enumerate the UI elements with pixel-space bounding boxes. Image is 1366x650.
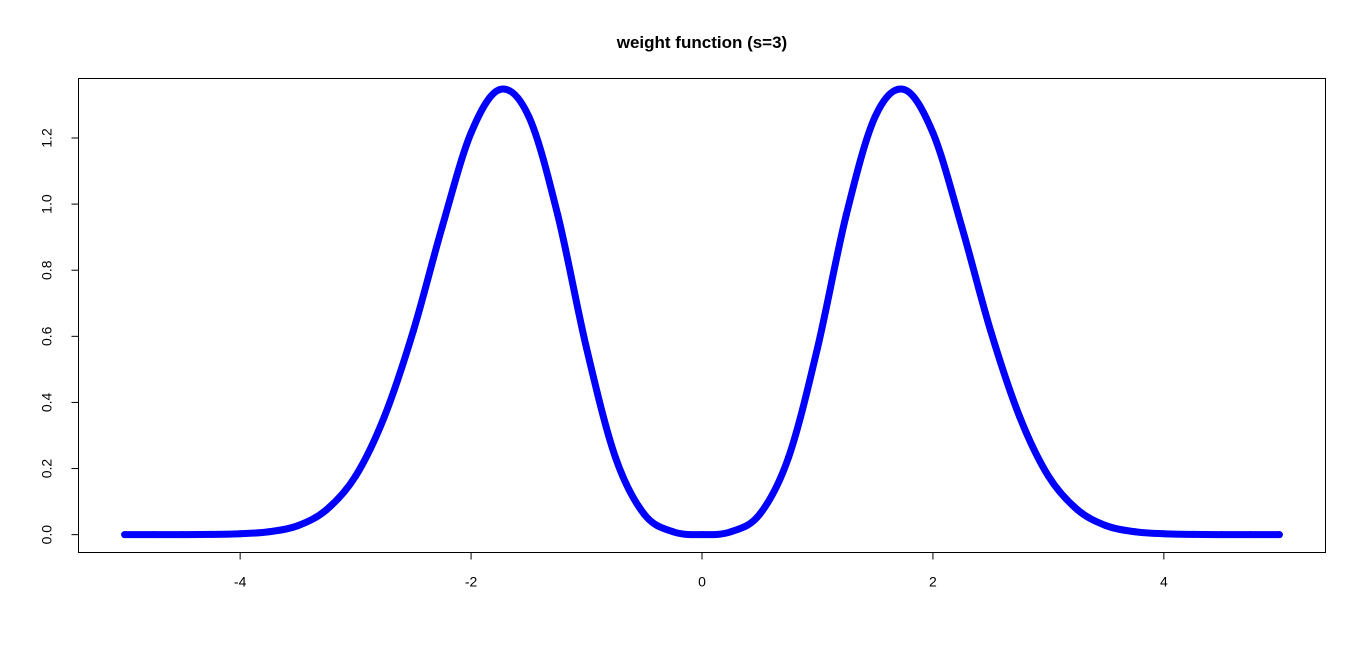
data-point	[1131, 528, 1139, 536]
data-point	[380, 412, 388, 420]
data-point	[842, 211, 850, 219]
data-point	[785, 453, 793, 461]
y-tick-label: 1.0	[39, 194, 55, 214]
data-point	[813, 344, 821, 352]
data-point	[1073, 506, 1081, 514]
data-point	[640, 510, 648, 518]
y-axis: 0.0 0.2 0.4 0.6 0.8 1.0 1.2	[39, 128, 79, 544]
data-point	[1275, 531, 1283, 539]
y-tick-label: 0.2	[39, 459, 55, 479]
y-tick-label: 0.0	[39, 525, 55, 545]
series-line	[121, 85, 1283, 539]
data-point	[900, 86, 908, 94]
data-point	[958, 223, 966, 231]
data-point	[265, 528, 273, 536]
x-axis: -4 -2 0 2 4	[234, 552, 1168, 590]
data-point	[611, 453, 619, 461]
x-tick-label: 4	[1160, 574, 1168, 590]
y-tick-label: 0.6	[39, 326, 55, 346]
chart-title: weight function (s=3)	[616, 33, 787, 52]
data-point	[987, 327, 995, 335]
data-point	[121, 531, 129, 539]
data-point	[1016, 412, 1024, 420]
data-point	[929, 129, 937, 137]
data-point	[1246, 531, 1254, 539]
x-tick-label: 0	[698, 574, 706, 590]
data-point	[467, 129, 475, 137]
y-tick-label: 1.2	[39, 128, 55, 148]
data-point	[1218, 531, 1226, 539]
data-point	[1044, 472, 1052, 480]
data-point	[1102, 522, 1110, 530]
data-point	[236, 530, 244, 538]
y-tick-label: 0.4	[39, 392, 55, 412]
x-tick-label: -4	[234, 574, 247, 590]
data-point	[727, 528, 735, 536]
data-point	[178, 531, 186, 539]
data-point	[150, 531, 158, 539]
data-point	[756, 510, 764, 518]
data-point	[698, 531, 706, 539]
series-layer	[121, 85, 1283, 539]
data-point	[1189, 530, 1197, 538]
data-point	[294, 522, 302, 530]
x-tick-label: -2	[465, 574, 478, 590]
data-point	[409, 327, 417, 335]
data-point	[871, 113, 879, 121]
data-point	[554, 211, 562, 219]
plot-area	[78, 78, 1326, 553]
data-point	[525, 113, 533, 121]
data-point	[352, 472, 360, 480]
data-point	[669, 528, 677, 536]
data-point	[1160, 530, 1168, 538]
y-tick-label: 0.8	[39, 260, 55, 280]
data-point	[207, 530, 215, 538]
data-point	[583, 344, 591, 352]
data-point	[496, 86, 504, 94]
x-tick-label: 2	[929, 574, 937, 590]
data-point	[438, 223, 446, 231]
data-point	[323, 506, 331, 514]
